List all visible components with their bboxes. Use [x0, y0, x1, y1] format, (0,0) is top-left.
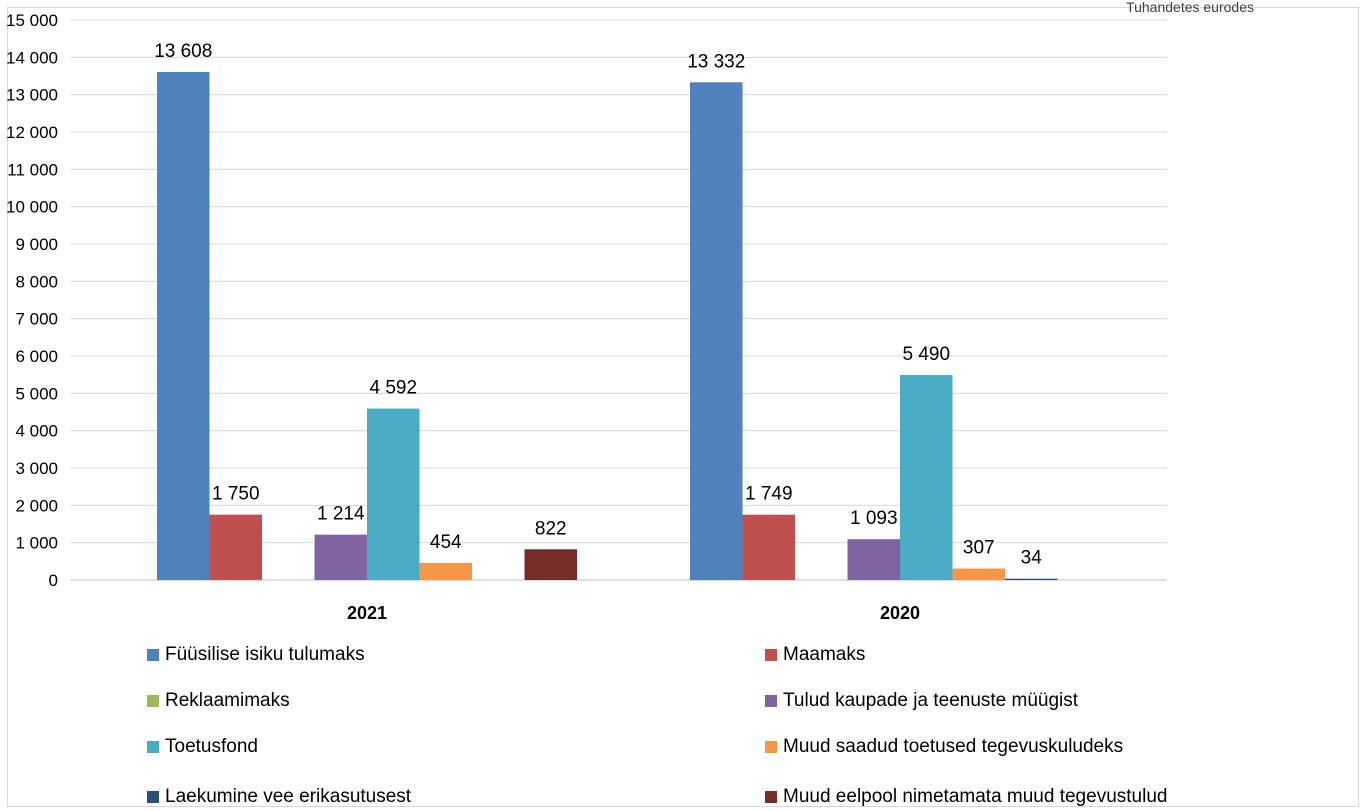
data-label: 1 214 [317, 504, 365, 525]
bar [1005, 578, 1058, 580]
y-tick-label: 1 000 [15, 534, 58, 553]
y-tick-label: 8 000 [15, 272, 58, 291]
y-tick-label: 9 000 [15, 235, 58, 254]
bar [419, 563, 472, 580]
legend-swatch [147, 791, 159, 803]
bar [952, 568, 1005, 580]
data-label: 307 [963, 538, 995, 559]
bar [742, 514, 795, 580]
chart-frame: Tuhandetes eurodes [7, 0, 1359, 807]
legend-item: Laekumine vee erikasutusest [147, 786, 411, 808]
y-tick-label: 3 000 [15, 459, 58, 478]
y-tick-label: 10 000 [6, 198, 58, 217]
legend-label: Tulud kaupade ja teenuste müügist [783, 690, 1079, 711]
legend-swatch [765, 649, 777, 661]
x-axis-categories: 2021 2020 [347, 603, 920, 623]
y-tick-label: 13 000 [6, 86, 58, 105]
gridlines [70, 19, 1167, 581]
data-label: 13 608 [154, 41, 212, 62]
legend-item: Muud eelpool nimetamata muud tegevustulu… [765, 786, 1167, 808]
bar [847, 539, 900, 580]
legend-item: Füüsilise isiku tulumaks [147, 644, 365, 666]
y-tick-label: 0 [49, 571, 58, 590]
legend-label: Laekumine vee erikasutusest [165, 786, 412, 807]
legend-label: Maamaks [783, 644, 866, 665]
data-label: 34 [1021, 548, 1043, 569]
data-label: 13 332 [687, 51, 745, 72]
legend-item: Tulud kaupade ja teenuste müügist [765, 690, 1078, 712]
data-label: 822 [535, 518, 567, 539]
legend-swatch [147, 649, 159, 661]
legend-item: Maamaks [765, 644, 865, 666]
legend-item: Toetusfond [147, 736, 258, 758]
bar [690, 82, 743, 580]
legend-label: Reklaamimaks [165, 690, 290, 711]
y-tick-label: 4 000 [15, 422, 58, 441]
legend-label: Muud eelpool nimetamata muud tegevustulu… [783, 786, 1168, 807]
x-category-label: 2021 [347, 603, 387, 623]
y-axis-ticks: 0 1 000 2 000 3 000 4 000 5 000 6 000 7 000 8 00… [6, 11, 58, 590]
y-tick-label: 2 000 [15, 496, 58, 515]
data-label: 454 [430, 532, 462, 553]
y-tick-label: 5 000 [15, 384, 58, 403]
legend-swatch [147, 741, 159, 753]
bar [157, 71, 210, 580]
y-tick-label: 11 000 [7, 160, 58, 179]
y-tick-label: 7 000 [15, 310, 58, 329]
bar [900, 375, 953, 580]
legend-swatch [765, 791, 777, 803]
y-tick-label: 6 000 [15, 347, 58, 366]
legend-label: Toetusfond [165, 736, 258, 757]
unit-note: Tuhandetes eurodes [1126, 0, 1254, 15]
y-tick-label: 15 000 [6, 11, 58, 30]
data-label: 4 592 [369, 378, 417, 399]
y-tick-label: 12 000 [6, 123, 58, 142]
legend-label: Muud saadud toetused tegevuskuludeks [783, 736, 1124, 757]
legend-label: Füüsilise isiku tulumaks [165, 644, 365, 665]
data-label: 5 490 [902, 344, 950, 365]
bar [314, 534, 367, 580]
x-category-label: 2020 [880, 603, 920, 623]
data-label: 1 750 [212, 484, 260, 505]
legend-item: Muud saadud toetused tegevuskuludeks [765, 736, 1123, 758]
bar [524, 549, 577, 580]
bars [157, 71, 1058, 580]
bar [209, 514, 262, 580]
data-label: 1 749 [745, 484, 793, 505]
legend-swatch [147, 695, 159, 707]
legend-item: Reklaamimaks [147, 690, 290, 712]
data-labels: 13 608 1 750 1 214 4 592 454 822 13 332 1 749 1 … [154, 41, 1042, 569]
legend-swatch [765, 741, 777, 753]
legend-swatch [765, 695, 777, 707]
y-tick-label: 14 000 [6, 48, 58, 67]
data-label: 1 093 [850, 508, 898, 529]
bar [367, 408, 420, 580]
